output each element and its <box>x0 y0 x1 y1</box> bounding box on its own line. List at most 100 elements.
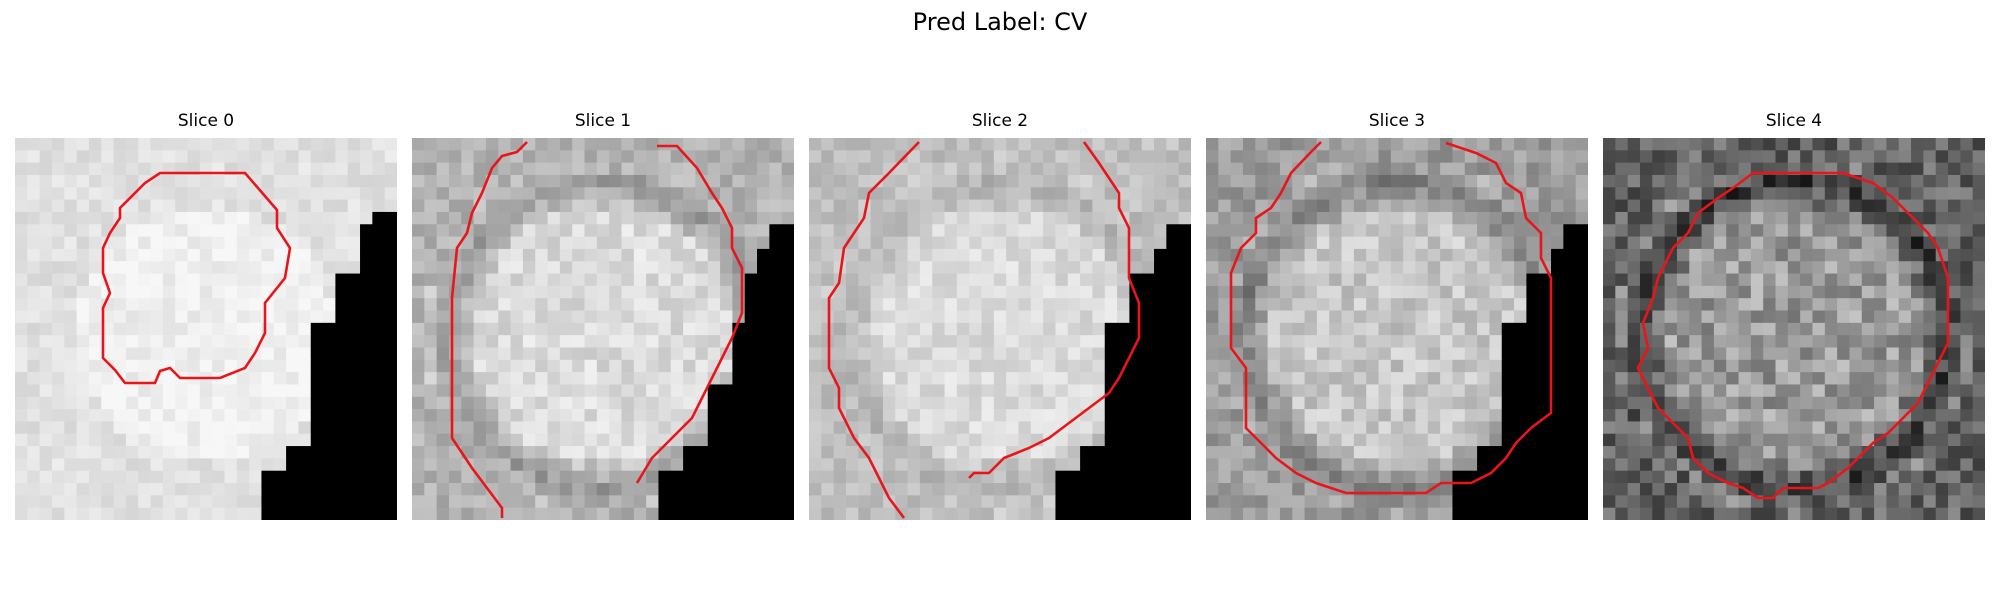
pixel-cell <box>224 150 238 164</box>
pixel-cell <box>584 470 598 484</box>
pixel-cell <box>1403 174 1417 188</box>
pixel-cell <box>187 483 201 496</box>
pixel-cell <box>522 396 536 410</box>
pixel-cell <box>646 421 660 435</box>
pixel-cell <box>347 433 361 447</box>
pixel-cell <box>1563 433 1577 447</box>
pixel-cell <box>372 310 386 324</box>
pixel-cell <box>646 347 660 361</box>
pixel-cell <box>1664 150 1678 164</box>
pixel-cell <box>646 372 660 386</box>
pixel-cell <box>1787 138 1801 151</box>
pixel-cell <box>436 162 450 176</box>
pixel-cell <box>138 138 152 151</box>
pixel-cell <box>1824 187 1838 201</box>
pixel-cell <box>732 187 746 201</box>
pixel-cell <box>323 483 336 496</box>
pixel-cell <box>1824 483 1838 496</box>
pixel-cell <box>1117 495 1130 509</box>
pixel-cell <box>88 409 102 423</box>
pixel-cell <box>1775 359 1789 373</box>
pixel-cell <box>1329 421 1343 435</box>
pixel-cell <box>64 396 78 410</box>
pixel-cell <box>1292 248 1306 262</box>
pixel-cell <box>882 211 896 225</box>
pixel-cell <box>1316 211 1330 225</box>
pixel-cell <box>1563 507 1577 520</box>
pixel-cell <box>1166 322 1180 336</box>
pixel-cell <box>323 199 336 213</box>
pixel-cell <box>993 248 1007 262</box>
pixel-cell <box>981 359 995 373</box>
pixel-cell <box>584 298 598 312</box>
pixel-cell <box>1292 310 1306 324</box>
pixel-cell <box>1218 298 1232 312</box>
pixel-cell <box>101 507 115 520</box>
pixel-cell <box>695 483 709 496</box>
pixel-cell <box>707 138 721 151</box>
pixel-cell <box>1948 409 1961 423</box>
pixel-cell <box>1911 236 1924 250</box>
pixel-cell <box>535 273 549 287</box>
pixel-cell <box>559 372 573 386</box>
pixel-cell <box>956 446 970 459</box>
pixel-cell <box>1378 310 1392 324</box>
pixel-cell <box>15 359 28 373</box>
pixel-cell <box>919 236 933 250</box>
pixel-cell <box>633 236 647 250</box>
pixel-cell <box>720 446 733 459</box>
pixel-cell <box>1874 298 1888 312</box>
pixel-cell <box>1427 372 1441 386</box>
pixel-cell <box>757 495 770 509</box>
pixel-cell <box>1242 211 1256 225</box>
pixel-cell <box>1935 446 1949 459</box>
pixel-cell <box>1664 470 1678 484</box>
pixel-cell <box>1689 248 1703 262</box>
pixel-cell <box>559 150 573 164</box>
pixel-cell <box>298 150 312 164</box>
pixel-cell <box>1652 310 1666 324</box>
pixel-cell <box>323 236 336 250</box>
pixel-cell <box>1206 138 1219 151</box>
pixel-cell <box>1489 174 1503 188</box>
pixel-cell <box>199 150 213 164</box>
pixel-cell <box>1092 421 1106 435</box>
pixel-cell <box>461 396 475 410</box>
pixel-cell <box>809 384 822 398</box>
pixel-cell <box>1043 384 1057 398</box>
pixel-cell <box>1477 298 1491 312</box>
pixel-cell <box>633 150 647 164</box>
pixel-cell <box>1538 310 1552 324</box>
pixel-cell <box>1849 261 1863 275</box>
pixel-cell <box>1341 470 1355 484</box>
pixel-cell <box>1341 322 1355 336</box>
pixel-cell <box>907 384 921 398</box>
pixel-cell <box>1676 347 1690 361</box>
pixel-cell <box>944 409 958 423</box>
pixel-cell <box>1676 248 1690 262</box>
pixel-cell <box>1178 409 1191 423</box>
pixel-cell <box>175 322 189 336</box>
pixel-cell <box>1415 224 1429 238</box>
pixel-cell <box>1861 384 1875 398</box>
pixel-cell <box>1960 446 1974 459</box>
pixel-cell <box>1030 335 1044 349</box>
pixel-cell <box>15 310 28 324</box>
pixel-cell <box>138 433 152 447</box>
pixel-cell <box>559 248 573 262</box>
pixel-cell <box>1787 199 1801 213</box>
pixel-cell <box>1104 199 1118 213</box>
pixel-cell <box>1427 199 1441 213</box>
pixel-cell <box>535 150 549 164</box>
pixel-cell <box>1563 495 1577 509</box>
pixel-cell <box>932 421 946 435</box>
pixel-cell <box>1055 359 1069 373</box>
pixel-cell <box>15 409 28 423</box>
pixel-cell <box>858 495 872 509</box>
pixel-cell <box>1837 483 1851 496</box>
pixel-cell <box>547 211 561 225</box>
pixel-cell <box>27 138 41 151</box>
pixel-cell <box>1154 470 1167 484</box>
pixel-cell <box>224 507 238 520</box>
pixel-cell <box>448 150 462 164</box>
